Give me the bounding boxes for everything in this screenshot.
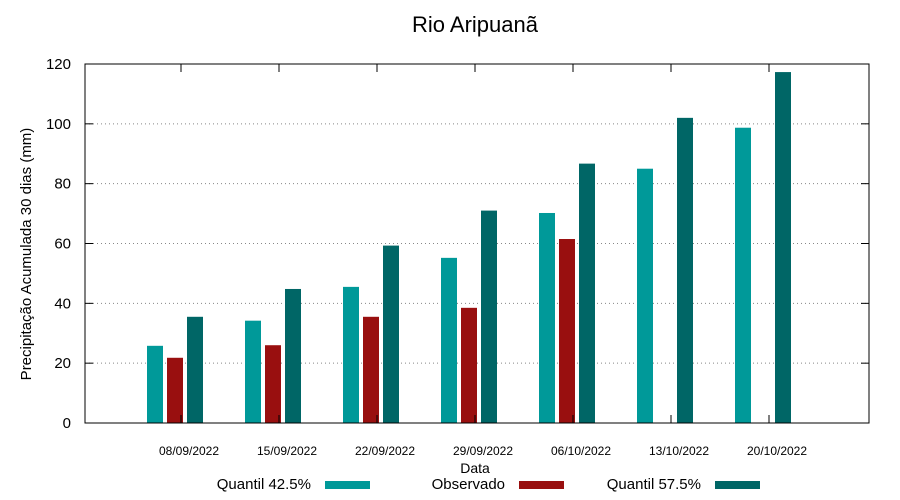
legend-label: Observado — [432, 476, 505, 493]
x-tick-label: 20/10/2022 — [747, 444, 807, 458]
x-axis-label: Data — [460, 460, 490, 476]
y-axis-label: Precipitação Acumulada 30 dias (mm) — [18, 128, 35, 381]
legend-label: Quantil 42.5% — [217, 476, 311, 493]
x-tick-label: 08/09/2022 — [159, 444, 219, 458]
bar-quantil-57-5--5 — [677, 117, 693, 423]
axes-group: 0 20 40 60 80 100 120 08/09/2022 15/09/2022 22/09… — [46, 56, 869, 458]
bar-observado-2 — [363, 316, 379, 423]
y-tick-label: 20 — [54, 355, 71, 372]
x-tick-label: 06/10/2022 — [551, 444, 611, 458]
bars-group — [147, 72, 791, 423]
legend: Quantil 42.5% Observado Quantil 57.5% — [217, 476, 760, 493]
bar-quantil-42-5--3 — [441, 257, 457, 423]
bar-quantil-57-5--1 — [285, 288, 301, 423]
bar-observado-3 — [461, 307, 477, 423]
legend-label: Quantil 57.5% — [607, 476, 701, 493]
bar-quantil-42-5--5 — [637, 168, 653, 423]
bar-quantil-57-5--3 — [481, 210, 497, 423]
legend-swatch — [325, 481, 370, 489]
bar-observado-4 — [559, 239, 575, 423]
bar-quantil-57-5--4 — [579, 163, 595, 423]
bar-quantil-57-5--6 — [775, 72, 791, 423]
y-tick-label: 40 — [54, 295, 71, 312]
bar-quantil-42-5--0 — [147, 345, 163, 423]
y-tick-label: 120 — [46, 56, 71, 73]
x-tick-label: 13/10/2022 — [649, 444, 709, 458]
y-tick-label: 0 — [63, 415, 71, 432]
bar-quantil-57-5--2 — [383, 245, 399, 423]
y-tick-label: 100 — [46, 116, 71, 133]
x-tick-label: 22/09/2022 — [355, 444, 415, 458]
legend-swatch — [519, 481, 564, 489]
bar-quantil-57-5--0 — [187, 316, 203, 423]
chart-title: Rio Aripuanã — [412, 12, 539, 37]
bar-observado-1 — [265, 345, 281, 423]
bar-quantil-42-5--1 — [245, 320, 261, 423]
bar-quantil-42-5--6 — [735, 127, 751, 423]
x-tick-label: 15/09/2022 — [257, 444, 317, 458]
legend-swatch — [715, 481, 760, 489]
x-tick-label: 29/09/2022 — [453, 444, 513, 458]
bar-observado-0 — [167, 357, 183, 423]
y-tick-label: 60 — [54, 236, 71, 253]
y-tick-label: 80 — [54, 176, 71, 193]
bar-quantil-42-5--4 — [539, 212, 555, 423]
bar-quantil-42-5--2 — [343, 286, 359, 423]
